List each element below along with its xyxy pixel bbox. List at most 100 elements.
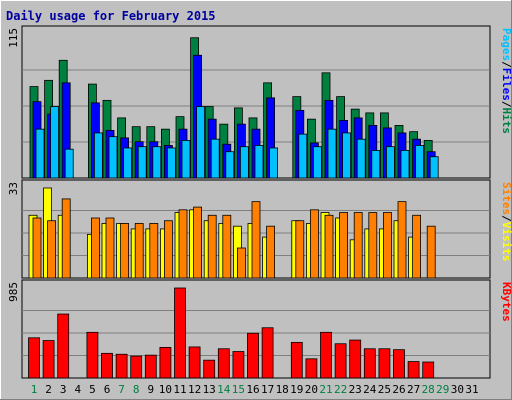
bar-pages-day-9 — [152, 146, 162, 179]
panel-hits-legend-1: / — [500, 61, 512, 68]
bar-kbytes-day-20 — [305, 358, 318, 379]
bar-sites-day-17 — [266, 225, 276, 279]
panel-visits-max-label: 33 — [7, 182, 20, 195]
bar-kbytes-day-1 — [28, 337, 40, 379]
bar-sites-day-8 — [134, 223, 144, 279]
x-tick-label-day-3: 3 — [60, 383, 67, 396]
bar-sites-day-23 — [353, 212, 363, 279]
bar-pages-day-26 — [400, 150, 410, 179]
x-tick-label-day-4: 4 — [74, 383, 81, 396]
bar-sites-day-25 — [382, 212, 392, 279]
bar-sites-day-11 — [178, 209, 188, 279]
x-tick-label-day-30: 30 — [451, 383, 464, 396]
bar-pages-day-25 — [385, 146, 395, 179]
bar-pages-day-19 — [298, 133, 308, 179]
x-tick-label-day-11: 11 — [173, 383, 186, 396]
bar-pages-day-8 — [137, 146, 147, 179]
x-tick-label-day-24: 24 — [363, 383, 377, 396]
x-tick-label-day-26: 26 — [392, 383, 405, 396]
bar-pages-day-1 — [35, 128, 45, 179]
panel-kbytes: 985 KBytes — [7, 279, 512, 379]
bar-sites-day-16 — [251, 201, 261, 279]
chart-title: Daily usage for February 2015 — [6, 9, 216, 23]
x-tick-label-day-10: 10 — [159, 383, 172, 396]
bar-sites-day-9 — [149, 223, 159, 279]
panel-kbytes-legend-0: KBytes — [500, 282, 512, 322]
bar-sites-day-26 — [397, 201, 407, 279]
bar-sites-day-7 — [120, 223, 129, 279]
bar-kbytes-day-13 — [203, 359, 216, 379]
bar-kbytes-day-2 — [42, 340, 55, 379]
panel-hits-max-label: 115 — [7, 28, 20, 48]
bar-pages-day-12 — [196, 106, 206, 179]
bar-sites-day-27 — [412, 214, 422, 279]
bar-kbytes-day-19 — [290, 341, 303, 379]
bar-sites-day-14 — [222, 214, 232, 279]
bar-kbytes-day-5 — [86, 331, 99, 379]
bar-pages-day-21 — [327, 128, 337, 179]
x-tick-label-day-28: 28 — [422, 383, 435, 396]
x-tick-label-day-17: 17 — [261, 383, 274, 396]
bar-sites-day-28 — [426, 225, 436, 279]
x-tick-label-day-9: 9 — [147, 383, 154, 396]
bar-pages-day-22 — [342, 132, 352, 179]
bar-pages-day-17 — [269, 147, 279, 179]
x-tick-label-day-29: 29 — [436, 383, 449, 396]
bar-kbytes-day-23 — [349, 339, 362, 379]
bar-kbytes-day-16 — [247, 332, 259, 379]
panel-hits-legend-4: Hits — [500, 108, 512, 135]
bar-kbytes-day-11 — [174, 287, 186, 379]
panel-visits-legend-2: Visits — [500, 222, 512, 262]
x-tick-label-day-1: 1 — [31, 383, 38, 396]
x-tick-label-day-13: 13 — [203, 383, 216, 396]
x-tick-label-day-5: 5 — [89, 383, 96, 396]
panel-hits-legend-3: / — [500, 101, 512, 108]
x-axis-day-labels: 1 2 3 4 5 6 7 8 9 10 11 12 13 14 15 16 17 18 19 20 21 22 23 24 2… — [31, 383, 479, 396]
bar-sites-day-12 — [193, 206, 203, 279]
x-tick-label-day-12: 12 — [188, 383, 201, 396]
bar-kbytes-day-15 — [232, 351, 245, 379]
bar-pages-day-28 — [429, 156, 439, 179]
bar-sites-day-10 — [163, 220, 173, 279]
bar-kbytes-day-26 — [393, 349, 405, 379]
x-tick-label-day-19: 19 — [290, 383, 303, 396]
panel-visits: 33 Sites/Visits — [7, 179, 512, 279]
bar-pages-day-7 — [123, 147, 132, 179]
bar-kbytes-day-25 — [378, 348, 391, 379]
bar-sites-day-1 — [32, 217, 42, 279]
bar-kbytes-day-12 — [188, 346, 201, 379]
panel-kbytes-max-label: 985 — [7, 282, 20, 302]
bar-sites-day-22 — [339, 212, 349, 279]
x-tick-label-day-22: 22 — [334, 383, 347, 396]
bar-pages-day-13 — [210, 138, 220, 179]
bar-sites-day-5 — [91, 217, 100, 279]
bar-kbytes-day-17 — [261, 327, 274, 379]
bar-pages-day-23 — [356, 138, 366, 179]
bar-sites-day-2 — [47, 220, 56, 279]
x-tick-label-day-18: 18 — [276, 383, 289, 396]
panel-kbytes-legend: KBytes — [500, 282, 512, 322]
bar-pages-day-16 — [254, 145, 264, 179]
bar-pages-day-24 — [371, 150, 381, 179]
bar-kbytes-day-9 — [144, 354, 157, 379]
x-tick-label-day-23: 23 — [349, 383, 362, 396]
bar-pages-day-2 — [50, 106, 59, 179]
x-tick-label-day-20: 20 — [305, 383, 318, 396]
bar-pages-day-14 — [225, 151, 235, 179]
panel-hits-legend: Pages/Files/Hits — [500, 28, 512, 134]
bar-kbytes-day-22 — [334, 343, 347, 379]
bar-pages-day-11 — [181, 140, 191, 179]
bar-kbytes-day-7 — [115, 353, 128, 379]
bar-kbytes-day-8 — [130, 355, 143, 379]
x-tick-label-day-16: 16 — [246, 383, 259, 396]
bar-pages-day-27 — [415, 145, 425, 179]
bar-sites-day-21 — [324, 214, 334, 279]
x-tick-label-day-25: 25 — [378, 383, 391, 396]
bar-sites-day-6 — [105, 217, 115, 279]
x-tick-label-day-7: 7 — [118, 383, 125, 396]
bar-kbytes-day-24 — [363, 348, 376, 379]
x-tick-label-day-6: 6 — [104, 383, 111, 396]
panel-hits-legend-0: Pages — [500, 28, 512, 61]
bar-sites-day-15 — [236, 247, 246, 279]
